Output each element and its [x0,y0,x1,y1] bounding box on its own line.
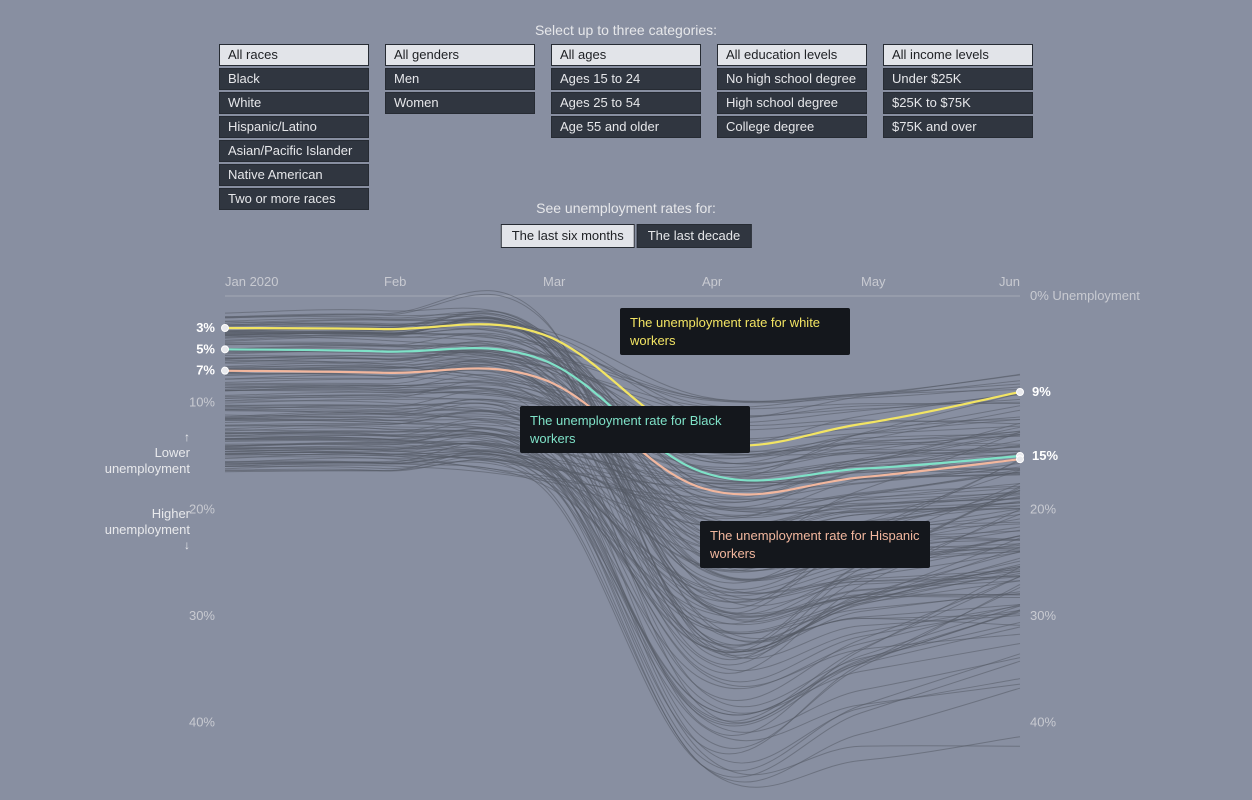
filter-race-5[interactable]: Native American [219,164,369,186]
filter-income-0[interactable]: All income levels [883,44,1033,66]
start-label-hispanic: 7% [196,363,215,378]
filter-age-1[interactable]: Ages 15 to 24 [551,68,701,90]
tooltip-hispanic: The unemployment rate for Hispanic worke… [700,521,930,568]
time-toggle: The last six monthsThe last decade [501,224,752,248]
start-marker-black [222,346,229,353]
filter-col-edu: All education levelsNo high school degre… [717,44,867,138]
filter-gender-2[interactable]: Women [385,92,535,114]
filter-edu-0[interactable]: All education levels [717,44,867,66]
unemployment-chart: Jan 2020 Feb Mar Apr May Jun 10% 20% 30% 40% 20% 30… [80,276,1180,786]
x-tick-1: Feb [384,274,406,289]
y-tick-left-0: 10% [189,395,215,410]
start-label-black: 5% [196,341,215,356]
x-tick-4: May [861,274,886,289]
filter-income-2[interactable]: $25K to $75K [883,92,1033,114]
y-tick-right-1: 30% [1030,608,1056,623]
end-marker-hispanic [1017,456,1024,463]
bg-line [225,455,1020,715]
end-marker-white [1017,389,1024,396]
filter-edu-1[interactable]: No high school degree [717,68,867,90]
time-range-title: See unemployment rates for: [0,200,1252,216]
filter-gender-0[interactable]: All genders [385,44,535,66]
filter-col-age: All agesAges 15 to 24Ages 25 to 54Age 55… [551,44,701,138]
end-label-black: 15% [1032,448,1058,463]
time-toggle-0[interactable]: The last six months [501,224,635,248]
filter-col-race: All racesBlackWhiteHispanic/LatinoAsian/… [219,44,369,210]
filter-race-2[interactable]: White [219,92,369,114]
y-tick-right-2: 40% [1030,715,1056,730]
filter-race-3[interactable]: Hispanic/Latino [219,116,369,138]
filter-edu-3[interactable]: College degree [717,116,867,138]
filters-title: Select up to three categories: [0,22,1252,38]
filter-edu-2[interactable]: High school degree [717,92,867,114]
y-tick-right-0: 20% [1030,501,1056,516]
filter-age-0[interactable]: All ages [551,44,701,66]
start-marker-hispanic [222,367,229,374]
bg-line [225,460,1020,777]
y-zero-label: 0% Unemployment [1030,288,1140,303]
filter-col-income: All income levelsUnder $25K$25K to $75K$… [883,44,1033,138]
y-tick-left-1: 20% [189,501,215,516]
time-toggle-1[interactable]: The last decade [637,224,752,248]
filter-race-1[interactable]: Black [219,68,369,90]
x-tick-5: Jun [999,274,1020,289]
filter-race-0[interactable]: All races [219,44,369,66]
tooltip-black: The unemployment rate for Black workers [520,406,750,453]
tooltip-white: The unemployment rate for white workers [620,308,850,355]
x-tick-3: Apr [702,274,723,289]
filter-col-gender: All gendersMenWomen [385,44,535,114]
y-tick-left-2: 30% [189,608,215,623]
filter-gender-1[interactable]: Men [385,68,535,90]
filter-income-3[interactable]: $75K and over [883,116,1033,138]
filter-age-2[interactable]: Ages 25 to 54 [551,92,701,114]
filter-age-3[interactable]: Age 55 and older [551,116,701,138]
end-label-white: 9% [1032,384,1051,399]
x-tick-0: Jan 2020 [225,274,279,289]
filter-race-4[interactable]: Asian/Pacific Islander [219,140,369,162]
start-label-white: 3% [196,320,215,335]
start-marker-white [222,325,229,332]
filter-columns: All racesBlackWhiteHispanic/LatinoAsian/… [219,44,1033,210]
y-tick-left-3: 40% [189,715,215,730]
filter-income-1[interactable]: Under $25K [883,68,1033,90]
x-tick-2: Mar [543,274,566,289]
